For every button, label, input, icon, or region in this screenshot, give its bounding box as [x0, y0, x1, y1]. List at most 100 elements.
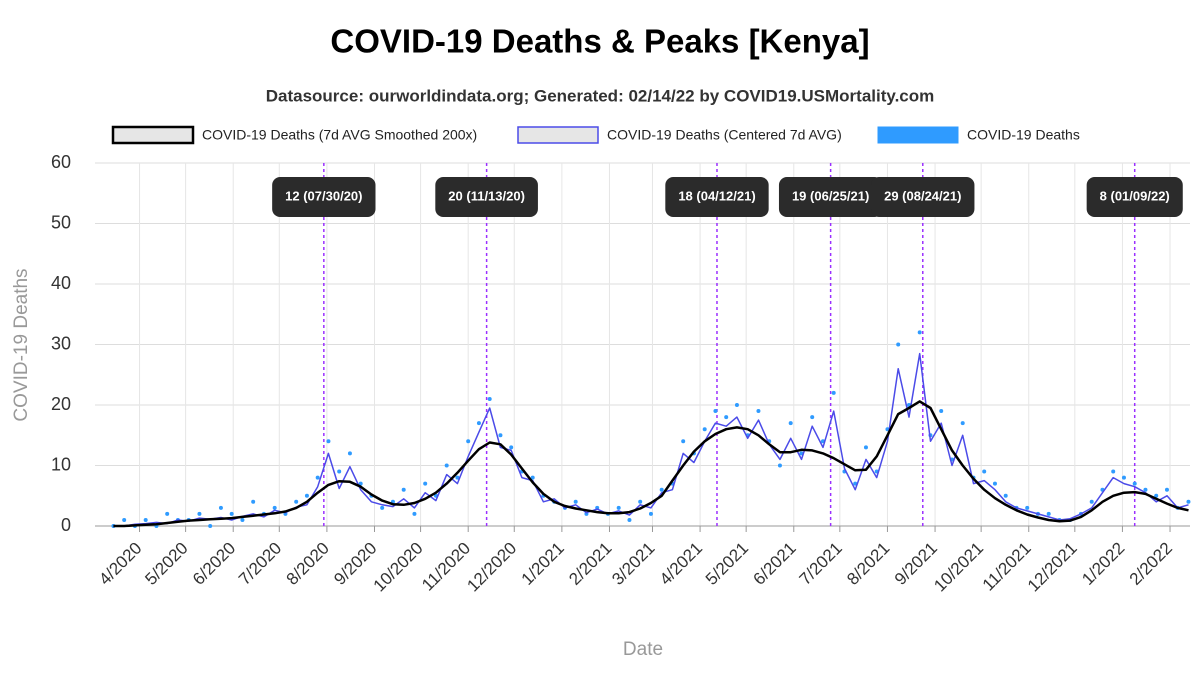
- data-point: [659, 487, 664, 492]
- data-point: [917, 330, 922, 335]
- peak-label: 20 (11/13/20): [448, 188, 525, 203]
- data-point: [165, 511, 170, 516]
- x-tick-label: 10/2020: [370, 539, 427, 596]
- data-point: [229, 511, 234, 516]
- data-point: [1121, 475, 1126, 480]
- peak-label: 19 (06/25/21): [792, 188, 869, 203]
- peak-annotation: 19 (06/25/21): [778, 177, 883, 217]
- data-point: [326, 439, 331, 444]
- peak-label: 12 (07/30/20): [285, 188, 362, 203]
- data-point: [294, 499, 299, 504]
- data-point: [713, 409, 718, 414]
- data-point: [509, 445, 514, 450]
- x-tick-label: 8/2020: [283, 539, 333, 589]
- x-tick-label: 8/2021: [843, 539, 893, 589]
- data-point: [734, 403, 739, 407]
- legend-swatch: [877, 126, 959, 144]
- y-tick-label: 30: [51, 333, 71, 353]
- data-point: [444, 463, 449, 468]
- data-point: [1003, 493, 1008, 498]
- peak-box: [272, 177, 376, 217]
- data-point: [423, 481, 428, 486]
- data-point: [1111, 469, 1116, 474]
- data-point: [724, 415, 729, 420]
- peak-annotation: 18 (04/12/21): [665, 177, 769, 217]
- peak-annotation: 29 (08/24/21): [871, 177, 975, 217]
- data-point: [648, 511, 653, 516]
- data-point: [401, 487, 406, 492]
- data-point: [788, 421, 793, 426]
- y-tick-label: 60: [51, 152, 71, 172]
- peak-box: [778, 177, 883, 217]
- data-point: [380, 505, 385, 510]
- data-point: [896, 342, 901, 347]
- x-tick-label: 7/2021: [796, 539, 846, 589]
- data-point: [487, 396, 492, 401]
- data-point: [304, 493, 309, 498]
- y-tick-label: 50: [51, 212, 71, 232]
- data-point: [272, 505, 277, 510]
- data-point: [939, 409, 944, 414]
- y-tick-label: 10: [51, 454, 71, 474]
- peak-box: [1086, 177, 1183, 217]
- data-point: [347, 451, 352, 456]
- data-point: [777, 463, 782, 468]
- x-tick-label: 2/2022: [1126, 539, 1176, 589]
- peak-box: [871, 177, 975, 217]
- peak-label: 29 (08/24/21): [884, 188, 961, 203]
- data-point: [197, 511, 202, 516]
- peak-label: 8 (01/09/22): [1100, 188, 1170, 203]
- data-point: [337, 469, 342, 474]
- data-point: [627, 517, 632, 522]
- x-tick-label: 11/2021: [979, 539, 1035, 595]
- data-point: [853, 481, 858, 486]
- x-tick-label: 3/2021: [608, 539, 658, 589]
- x-tick-label: 10/2021: [930, 539, 987, 596]
- data-point: [831, 390, 836, 395]
- x-tick-label: 4/2020: [95, 539, 145, 589]
- legend-label: COVID-19 Deaths (Centered 7d AVG): [607, 127, 842, 143]
- x-tick-label: 12/2020: [463, 539, 520, 596]
- data-point: [1025, 505, 1030, 510]
- data-point: [122, 517, 127, 522]
- x-tick-label: 5/2020: [141, 539, 191, 589]
- peak-box: [435, 177, 538, 217]
- x-tick-label: 5/2021: [702, 539, 752, 589]
- peak-annotation: 8 (01/09/22): [1086, 177, 1183, 217]
- x-tick-label: 6/2020: [189, 539, 239, 589]
- data-point: [251, 499, 256, 504]
- series-line: [113, 400, 1189, 528]
- data-point: [960, 421, 965, 426]
- chart-subtitle: Datasource: ourworldindata.org; Generate…: [266, 86, 935, 105]
- x-tick-label: 2/2021: [565, 539, 615, 589]
- data-point: [358, 481, 363, 486]
- data-point: [240, 517, 245, 522]
- data-point: [218, 505, 223, 510]
- data-point: [455, 475, 460, 480]
- data-point: [1089, 499, 1094, 504]
- peak-label: 18 (04/12/21): [678, 188, 755, 203]
- data-point: [1164, 487, 1169, 492]
- data-point: [1132, 481, 1137, 486]
- x-tick-label: 7/2020: [235, 539, 285, 589]
- y-tick-label: 0: [61, 515, 71, 535]
- x-tick-label: 4/2021: [656, 539, 706, 589]
- data-point: [412, 511, 417, 516]
- data-point: [1143, 487, 1148, 492]
- peak-annotation: 12 (07/30/20): [272, 177, 376, 217]
- legend-label: COVID-19 Deaths (7d AVG Smoothed 200x): [202, 127, 477, 143]
- peak-box: [665, 177, 769, 217]
- data-point: [681, 439, 686, 444]
- data-point: [498, 433, 503, 438]
- data-point: [638, 499, 643, 504]
- data-point: [863, 445, 868, 450]
- data-point: [1046, 511, 1051, 516]
- x-tick-label: 12/2021: [1024, 539, 1081, 596]
- data-point: [982, 469, 987, 474]
- data-point: [702, 427, 707, 432]
- peak-annotation: 20 (11/13/20): [435, 177, 538, 217]
- data-point: [476, 421, 481, 426]
- legend-swatch: [517, 126, 599, 144]
- data-point: [466, 439, 471, 444]
